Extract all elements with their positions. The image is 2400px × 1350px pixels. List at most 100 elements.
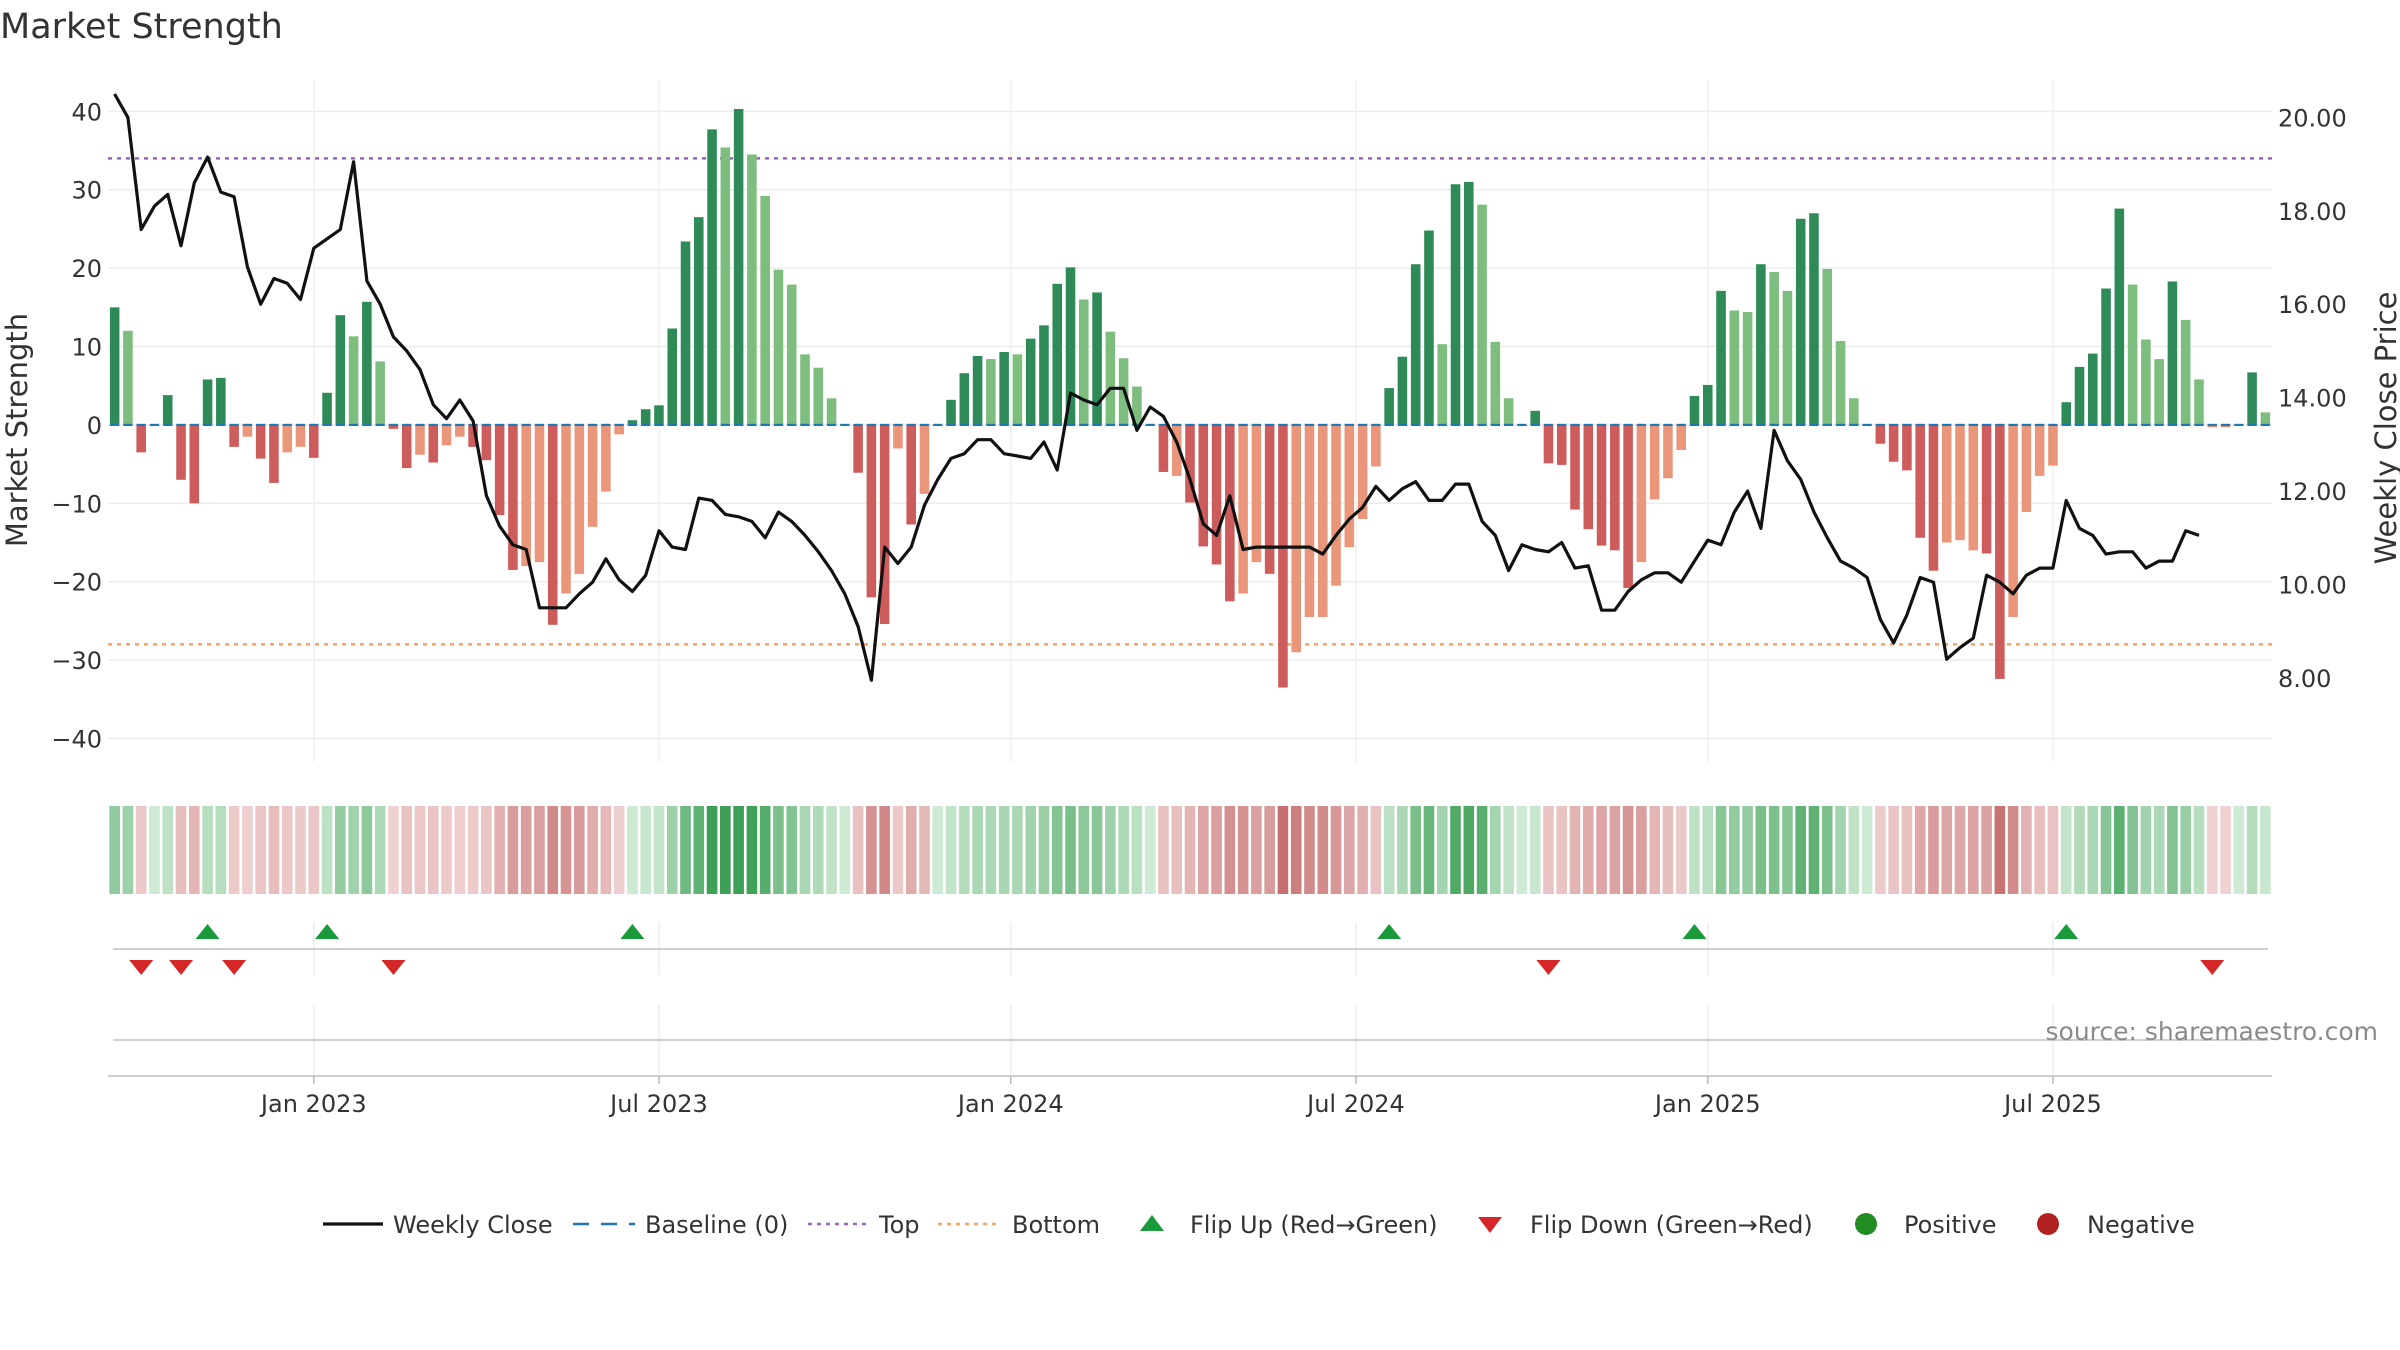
heat-cell bbox=[573, 806, 585, 894]
strength-bar bbox=[481, 424, 492, 461]
heat-cell bbox=[852, 806, 864, 894]
heat-cell bbox=[932, 806, 944, 894]
heat-cell bbox=[1423, 806, 1435, 894]
strength-bar bbox=[800, 354, 810, 425]
heat-cell bbox=[2074, 806, 2085, 894]
strength-bar bbox=[255, 424, 266, 459]
strength-bar bbox=[1477, 204, 1487, 425]
strength-bar bbox=[640, 409, 651, 425]
heat-cell bbox=[467, 806, 479, 894]
strength-bar bbox=[906, 424, 916, 525]
strength-bar bbox=[1941, 424, 1952, 543]
strength-bar bbox=[654, 405, 664, 425]
heat-cell bbox=[1715, 806, 1727, 894]
strength-bar bbox=[1543, 424, 1554, 464]
flip-up-marker bbox=[1377, 924, 1402, 939]
strength-bar bbox=[1676, 424, 1686, 451]
heat-cell bbox=[401, 806, 413, 894]
heat-cell bbox=[348, 806, 359, 894]
heat-cell bbox=[1941, 806, 1953, 894]
strength-bar bbox=[494, 424, 505, 516]
strength-bar bbox=[1317, 424, 1328, 617]
strength-bar bbox=[919, 424, 930, 494]
strength-bar bbox=[574, 424, 585, 574]
strength-bar bbox=[242, 424, 253, 437]
strength-bar bbox=[229, 424, 239, 447]
heat-cell bbox=[361, 806, 373, 894]
strength-bar bbox=[946, 399, 956, 425]
heat-cell bbox=[1729, 806, 1740, 894]
legend-label-flip-up: Flip Up (Red→Green) bbox=[1190, 1211, 1438, 1239]
strength-bar bbox=[1769, 272, 1779, 425]
heat-cell bbox=[985, 806, 997, 894]
strength-bar bbox=[1450, 184, 1461, 425]
heat-cell bbox=[1264, 806, 1275, 894]
strength-bar bbox=[1729, 310, 1740, 425]
strength-bar bbox=[2220, 424, 2231, 428]
source-credit: source: sharemaestro.com bbox=[2046, 1017, 2379, 1046]
left-tick-label: 30 bbox=[71, 177, 102, 205]
heat-cell bbox=[2114, 806, 2125, 894]
heat-cell bbox=[1503, 806, 1514, 894]
heat-cell bbox=[1662, 806, 1674, 894]
strength-bar bbox=[986, 359, 996, 425]
heat-cell bbox=[1370, 806, 1382, 894]
heat-cell bbox=[1861, 806, 1873, 894]
strength-bar bbox=[295, 424, 306, 447]
chart-title: Market Strength bbox=[0, 7, 283, 47]
flip-up-marker bbox=[1682, 924, 1707, 939]
strength-bar bbox=[428, 424, 439, 463]
strength-bar bbox=[1583, 424, 1594, 530]
strength-bar bbox=[1636, 424, 1647, 563]
heat-cell bbox=[122, 806, 134, 894]
heat-cell bbox=[773, 806, 784, 894]
strength-bar bbox=[786, 284, 797, 425]
strength-bar bbox=[1795, 218, 1806, 425]
strength-bar bbox=[2008, 424, 2018, 617]
heat-cell bbox=[534, 806, 545, 894]
heat-cell bbox=[2140, 806, 2152, 894]
heat-cell bbox=[1556, 806, 1568, 894]
flip-marker-panel bbox=[113, 922, 2268, 975]
strength-bar bbox=[362, 301, 372, 425]
right-tick-label: 16.00 bbox=[2278, 291, 2347, 319]
heat-cell bbox=[2021, 806, 2032, 894]
strength-bar bbox=[1105, 331, 1116, 425]
heat-cell bbox=[494, 806, 505, 894]
heat-cell bbox=[2060, 806, 2072, 894]
heat-cell bbox=[1144, 806, 1156, 894]
legend-swatch-flip-down bbox=[1478, 1217, 1502, 1233]
strength-bar bbox=[1995, 424, 2005, 679]
left-tick-label: 20 bbox=[71, 255, 102, 283]
heat-cell bbox=[2153, 806, 2165, 894]
heat-cell bbox=[1237, 806, 1249, 894]
heat-cell bbox=[892, 806, 904, 894]
heat-cell bbox=[958, 806, 970, 894]
heat-cell bbox=[1848, 806, 1860, 894]
strength-bar bbox=[534, 424, 545, 563]
strength-bar bbox=[667, 328, 678, 425]
strength-bar bbox=[1171, 424, 1182, 476]
x-tick-label: Jan 2025 bbox=[1653, 1090, 1761, 1118]
strength-bar bbox=[614, 424, 624, 435]
right-tick-label: 8.00 bbox=[2278, 665, 2331, 693]
heat-cell bbox=[812, 806, 824, 894]
strength-bar bbox=[813, 367, 824, 425]
heat-cell bbox=[1012, 806, 1023, 894]
heat-cell bbox=[335, 806, 346, 894]
strength-bar bbox=[282, 424, 293, 453]
y-right-axis-title: Weekly Close Price bbox=[2369, 292, 2400, 565]
strength-bar bbox=[1410, 264, 1421, 425]
heat-cell bbox=[1224, 806, 1236, 894]
flip-up-marker bbox=[315, 924, 340, 939]
heat-cell bbox=[600, 806, 612, 894]
heat-cell bbox=[507, 806, 519, 894]
strength-bar bbox=[1490, 341, 1501, 425]
heat-cell bbox=[1091, 806, 1103, 894]
legend-item-negative: Negative bbox=[2037, 1211, 2195, 1239]
strength-bar bbox=[1742, 312, 1753, 425]
strength-bar bbox=[587, 424, 598, 527]
heat-cell bbox=[1397, 806, 1408, 894]
flip-down-marker bbox=[1536, 960, 1561, 975]
left-tick-label: −40 bbox=[51, 725, 102, 753]
